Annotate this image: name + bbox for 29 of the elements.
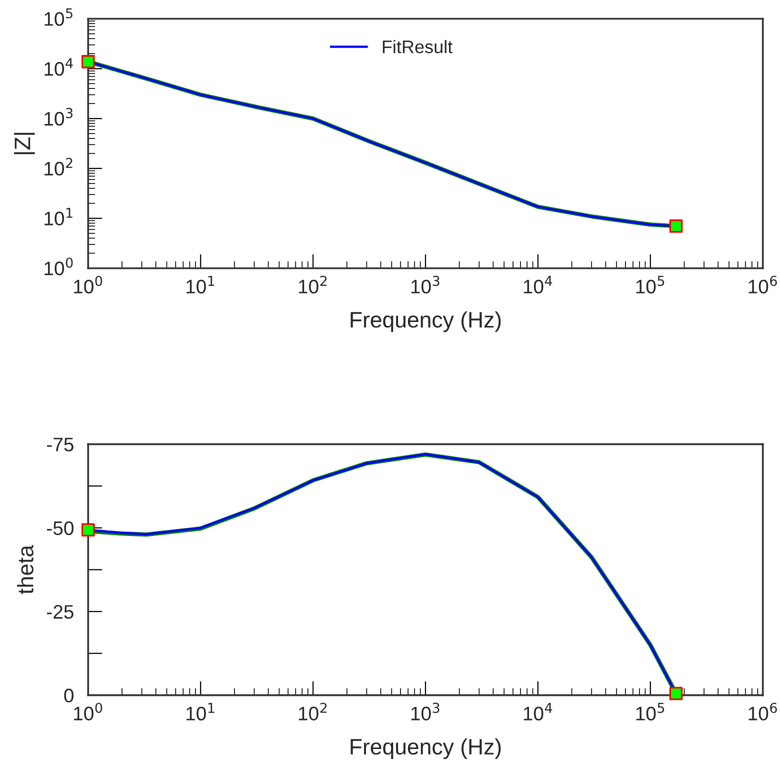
x-tick-label: 10$^{5}$ xyxy=(636,276,664,294)
x-axis-title: Frequency (Hz) xyxy=(350,311,501,332)
x-tick-label: 10$^{2}$ xyxy=(298,702,327,720)
y-axis-title: theta xyxy=(17,544,34,594)
x-tick-label: 10$^{0}$ xyxy=(74,276,102,294)
x-tick-label: 10$^{4}$ xyxy=(524,276,552,294)
y-tick-label: 10$^{3}$ xyxy=(44,108,73,126)
x-tick-label: 10$^{1}$ xyxy=(186,702,214,720)
y-tick-label: -50 xyxy=(47,521,74,536)
legend-label: FitResult xyxy=(382,40,453,54)
y-tick-label: 10$^{4}$ xyxy=(44,58,73,76)
x-tick-label: 10$^{2}$ xyxy=(298,276,327,294)
y-tick-label: 10$^{1}$ xyxy=(44,208,72,226)
y-tick-label: 0 xyxy=(64,688,74,702)
x-tick-label: 10$^{6}$ xyxy=(748,276,777,294)
y-axis-title: |Z| xyxy=(14,132,35,154)
x-axis-title: Frequency (Hz) xyxy=(350,738,501,760)
x-tick-label: 10$^{4}$ xyxy=(524,702,552,720)
y-tick-label: 10$^{2}$ xyxy=(44,158,72,176)
x-tick-label: 10$^{3}$ xyxy=(411,702,440,720)
x-tick-label: 10$^{6}$ xyxy=(748,702,777,720)
y-tick-label: 10$^{0}$ xyxy=(44,258,73,276)
y-tick-label: -25 xyxy=(47,604,74,619)
y-tick-label: -75 xyxy=(47,438,74,452)
x-tick-label: 10$^{3}$ xyxy=(411,276,440,294)
x-tick-label: 10$^{0}$ xyxy=(74,702,102,720)
x-tick-label: 10$^{5}$ xyxy=(636,702,664,720)
x-tick-label: 10$^{1}$ xyxy=(186,276,214,294)
y-tick-label: 10$^{5}$ xyxy=(44,8,72,26)
